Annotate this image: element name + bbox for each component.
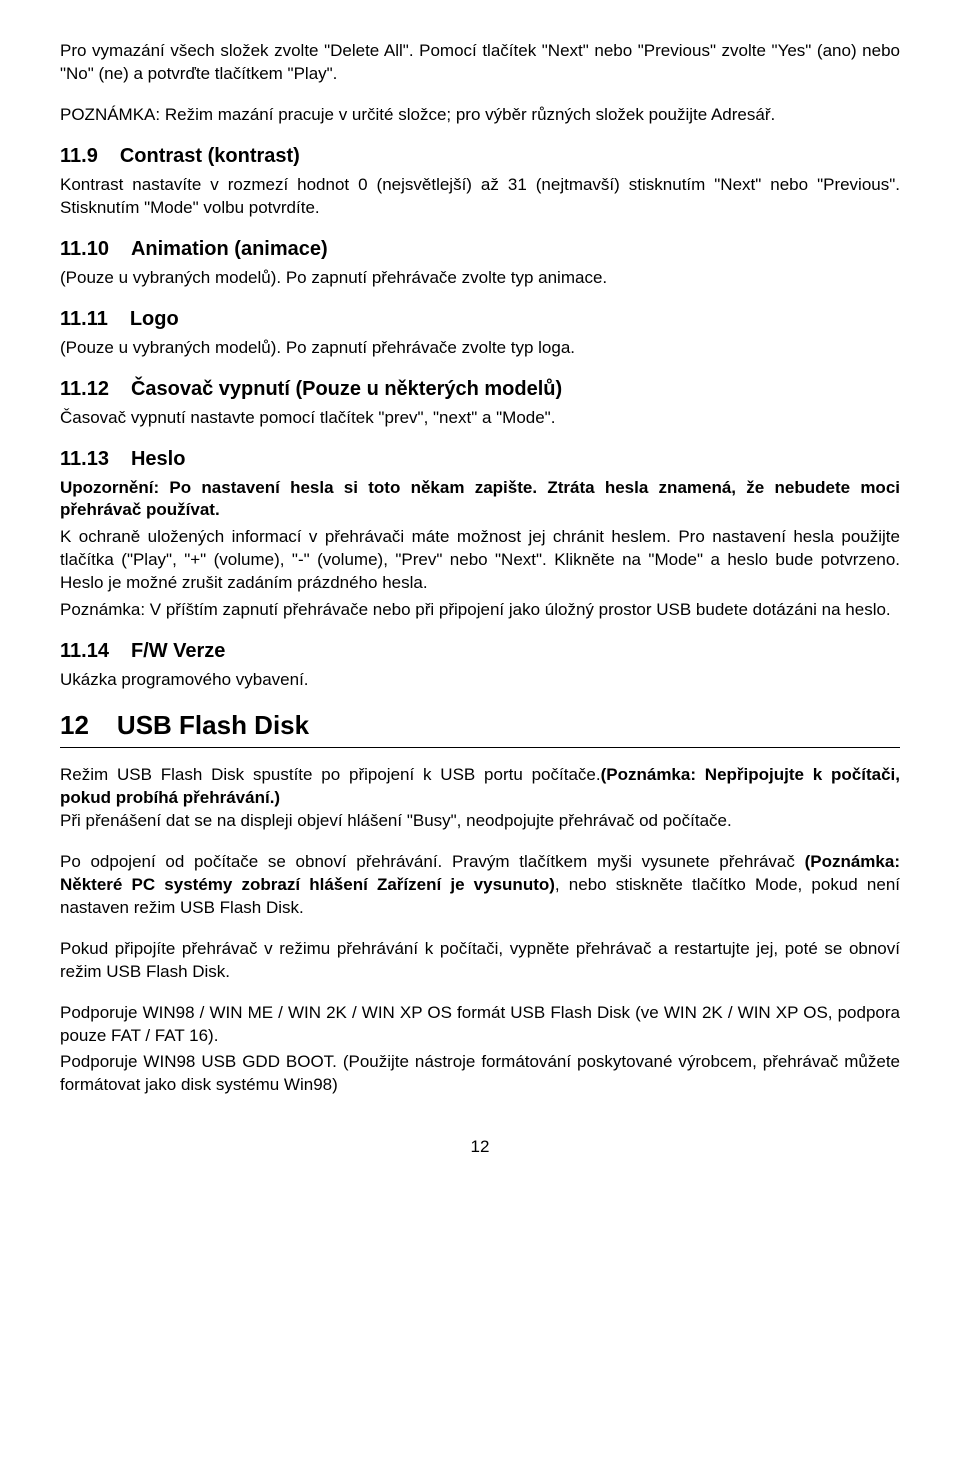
heading-title: Contrast (kontrast)	[120, 145, 300, 167]
section-body-1: K ochraně uložených informací v přehráva…	[60, 526, 900, 595]
s12-paragraph-3: Pokud připojíte přehrávač v režimu přehr…	[60, 938, 900, 984]
p1-text-c: Při přenášení dat se na displeji objeví …	[60, 811, 732, 830]
heading-title: Logo	[130, 308, 179, 330]
section-body-2: Poznámka: V příštím zapnutí přehrávače n…	[60, 599, 900, 622]
heading-11-11: 11.11 Logo	[60, 308, 900, 331]
section-11-14: 11.14 F/W Verze Ukázka programového vybav…	[60, 640, 900, 692]
heading-11-14: 11.14 F/W Verze	[60, 640, 900, 663]
heading-number: 12	[60, 710, 89, 740]
warning-text: Upozornění: Po nastavení hesla si toto n…	[60, 478, 900, 520]
section-11-10: 11.10 Animation (animace) (Pouze u vybran…	[60, 238, 900, 290]
heading-number: 11.10	[60, 238, 109, 260]
section-body: (Pouze u vybraných modelů). Po zapnutí p…	[60, 337, 900, 360]
heading-11-13: 11.13 Heslo	[60, 448, 900, 471]
heading-title: Animation (animace)	[131, 238, 328, 260]
heading-11-10: 11.10 Animation (animace)	[60, 238, 900, 261]
heading-title: USB Flash Disk	[117, 710, 309, 740]
heading-number: 11.11	[60, 308, 108, 330]
heading-number: 11.9	[60, 145, 98, 167]
intro-paragraph-1: Pro vymazání všech složek zvolte "Delete…	[60, 40, 900, 86]
section-11-12: 11.12 Časovač vypnutí (Pouze u některých …	[60, 378, 900, 430]
section-body: (Pouze u vybraných modelů). Po zapnutí p…	[60, 267, 900, 290]
heading-11-12: 11.12 Časovač vypnutí (Pouze u některých …	[60, 378, 900, 401]
heading-11-9: 11.9 Contrast (kontrast)	[60, 145, 900, 168]
section-11-11: 11.11 Logo (Pouze u vybraných modelů). Po…	[60, 308, 900, 360]
section-11-9: 11.9 Contrast (kontrast) Kontrast nastaví…	[60, 145, 900, 220]
p2-text-a: Po odpojení od počítače se obnoví přehrá…	[60, 852, 805, 871]
section-body: Kontrast nastavíte v rozmezí hodnot 0 (n…	[60, 174, 900, 220]
section-bold-warning: Upozornění: Po nastavení hesla si toto n…	[60, 477, 900, 523]
heading-title: Časovač vypnutí (Pouze u některých model…	[131, 378, 562, 400]
s12-paragraph-4: Podporuje WIN98 / WIN ME / WIN 2K / WIN …	[60, 1002, 900, 1048]
heading-title: Heslo	[131, 448, 185, 470]
section-divider	[60, 747, 900, 748]
p1-text-a: Režim USB Flash Disk spustíte po připoje…	[60, 765, 601, 784]
page-number: 12	[60, 1137, 900, 1157]
s12-paragraph-1: Režim USB Flash Disk spustíte po připoje…	[60, 764, 900, 833]
intro-paragraph-2: POZNÁMKA: Režim mazání pracuje v určité …	[60, 104, 900, 127]
document-page: Pro vymazání všech složek zvolte "Delete…	[0, 0, 960, 1197]
heading-title: F/W Verze	[131, 640, 225, 662]
section-11-13: 11.13 Heslo Upozornění: Po nastavení hesl…	[60, 448, 900, 623]
heading-number: 11.13	[60, 448, 109, 470]
heading-number: 11.14	[60, 640, 109, 662]
section-body: Ukázka programového vybavení.	[60, 669, 900, 692]
s12-paragraph-5: Podporuje WIN98 USB GDD BOOT. (Použijte …	[60, 1051, 900, 1097]
s12-paragraph-2: Po odpojení od počítače se obnoví přehrá…	[60, 851, 900, 920]
section-body: Časovač vypnutí nastavte pomocí tlačítek…	[60, 407, 900, 430]
heading-12: 12 USB Flash Disk	[60, 710, 900, 741]
heading-number: 11.12	[60, 378, 109, 400]
